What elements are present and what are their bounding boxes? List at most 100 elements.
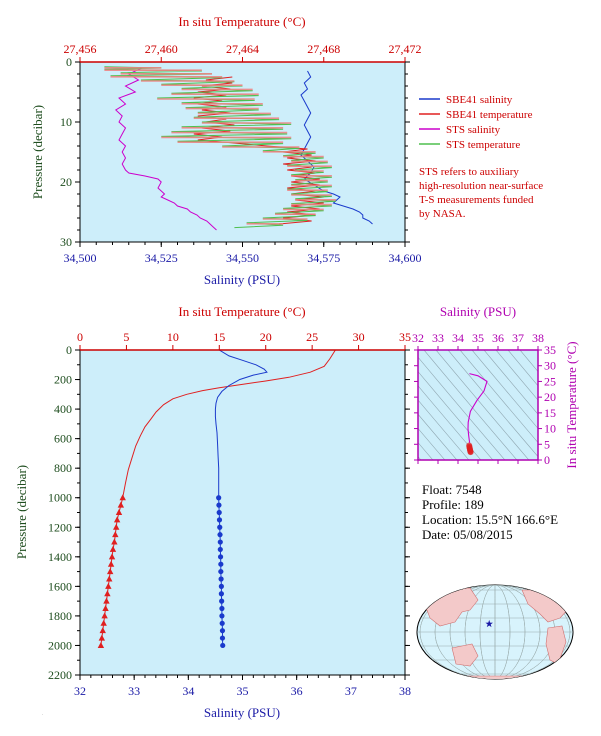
sts-note-line: T-S measurements funded [419,194,534,206]
salinity-point [219,605,225,612]
ts-temperature-tick-label: 30 [544,359,556,373]
ts-density-contour [423,350,518,460]
salinity-tick-label: 34,550 [226,251,259,265]
float-info-line: Location: 15.5°N 166.6°E [422,512,558,527]
near-surface-bottom-axis-title: Salinity (PSU) [204,272,280,287]
map-meridian [419,585,571,679]
full-profile-panel: 32 33 34 35 36 37 38 0 5 10 15 20 25 30 35 0 200 400 600 80… [14,304,411,720]
salinity-tick-label: 32 [74,684,86,698]
salinity-point [216,517,223,523]
temperature-point [105,582,112,589]
temperature-point [107,560,115,567]
temperature-tick-label: 27,468 [307,42,340,56]
legend-label: SBE41 salinity [446,94,513,106]
temperature-point [97,641,105,648]
ts-series [466,373,488,456]
temperature-point [106,575,113,582]
ts-density-contour [507,350,538,387]
salinity-point [218,591,224,597]
temperature-tick-label: 20 [260,330,272,344]
temperature-point [104,590,111,597]
temperature-point [100,619,107,626]
salinity-point [219,635,226,641]
salinity-tick-label: 35 [237,684,249,698]
temperature-tick-label: 30 [353,330,365,344]
ts-salinity-tick-label: 36 [492,331,504,345]
ts-salinity-tick-label: 38 [532,331,544,345]
temperature-tick-label: 35 [399,330,411,344]
ts-temperature-tick-label: 15 [544,406,556,420]
salinity-tick-label: 34 [182,684,194,698]
float-info-line: Float: 7548 [422,482,482,497]
legend: SBE41 salinity SBE41 temperature STS salin… [419,94,533,151]
salinity-tick-label: 34,575 [307,251,340,265]
salinity-tick-label: 36 [291,684,303,698]
ts-salinity-tick-label: 34 [452,331,464,345]
ts-density-contour [418,356,506,460]
ts-density-contour [418,385,482,460]
pressure-tick-label: 200 [54,373,72,387]
temperature-tick-label: 27,464 [226,42,259,56]
sts-note-line: by NASA. [419,208,466,220]
temperature-tick-label: 27,460 [145,42,178,56]
temperature-point [111,538,118,545]
ts-density-contour [495,350,538,401]
temperature-point [119,494,126,501]
ts-point [467,449,474,456]
ts-curve [467,373,488,443]
temperature-tick-label: 0 [77,330,83,344]
temperature-tick-label: 15 [213,330,225,344]
map-meridian [449,585,541,679]
temperature-point [113,516,121,523]
full-profile-series [97,350,336,649]
pressure-tick-label: 0 [66,55,72,69]
temperature-point [115,509,123,515]
ts-density-contour [435,350,530,460]
salinity-tick-label: 34,525 [145,251,178,265]
full-profile-bottom-axis-title: Salinity (PSU) [204,705,280,720]
salinity-tick-label: 34,500 [64,251,97,265]
ts-salinity-tick-label: 33 [432,331,444,345]
temperature-tick-label: 27,456 [64,42,97,56]
ts-salinity-tick-label: 32 [412,331,424,345]
figure-footnote: · [42,712,43,717]
ts-right-axis-title: In situ Temperature (°C) [564,341,579,468]
ts-density-contours [418,350,538,460]
salinity-point [219,598,225,604]
ts-density-contour [483,350,538,415]
temperature-tick-label: 27,472 [389,42,422,56]
near-surface-panel: 34,500 34,525 34,550 34,575 34,600 27,456 27,4… [30,14,422,287]
salinity-point [216,495,222,501]
sts-note-line: high-resolution near-surface [419,180,543,192]
pressure-tick-label: 400 [54,402,72,416]
near-surface-top-axis-title: In situ Temperature (°C) [178,14,305,29]
salinity-point [220,642,226,649]
temperature-tick-label: 25 [306,330,318,344]
temperature-point [98,634,106,641]
pressure-tick-label: 1600 [48,579,72,593]
sts-salinity-line [114,67,217,231]
salinity-point [219,613,225,619]
temperature-point [108,553,116,560]
temperature-point [99,627,106,634]
salinity-point [219,628,226,634]
sts-note-line: STS refers to auxiliary [419,166,519,178]
salinity-point [219,620,225,626]
salinity-tick-label: 33 [128,684,140,698]
land-antarctica [429,675,561,679]
ts-temperature-tick-label: 25 [544,374,556,388]
map-meridian [464,585,526,679]
temperature-point [112,531,119,538]
salinity-point [218,561,224,567]
ts-salinity-tick-label: 35 [472,331,484,345]
salinity-line [214,350,268,498]
legend-label: STS temperature [446,139,520,151]
pressure-tick-label: 1200 [48,520,72,534]
near-surface-axes: 34,500 34,525 34,550 34,575 34,600 27,456 27,4… [60,42,422,265]
temperature-tick-label: 5 [123,330,129,344]
pressure-tick-label: 2000 [48,638,72,652]
ts-density-contour [418,371,494,460]
